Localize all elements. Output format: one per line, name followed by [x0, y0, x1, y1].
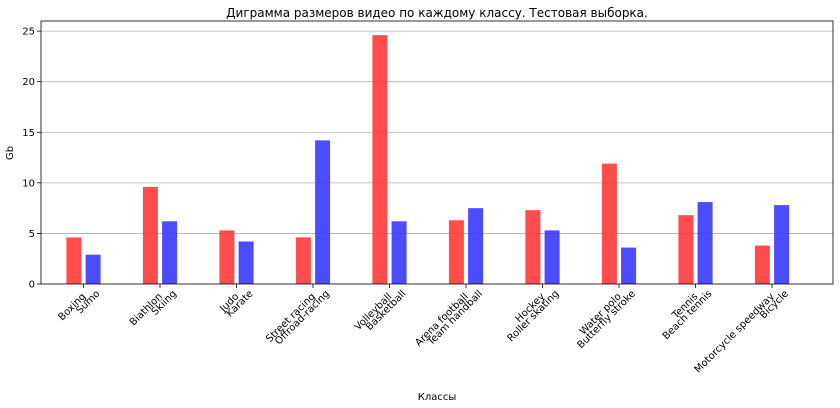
bar-series-2: [774, 205, 790, 284]
y-axis-label: Gb: [5, 146, 16, 160]
bar-series-1: [219, 230, 235, 284]
y-tick-label: 20: [22, 77, 35, 88]
bar-series-2: [621, 247, 637, 284]
bar-series-1: [142, 186, 158, 284]
x-axis-label: Классы: [418, 392, 457, 403]
y-ticks: 0 5 10 15 20 25: [22, 27, 41, 291]
bar-series-1: [372, 35, 388, 285]
bar-series-1: [295, 237, 311, 284]
bar-series-1: [525, 210, 541, 284]
y-tick-label: 5: [29, 229, 35, 240]
x-tick-label-line2: Butterfly stroke: [575, 288, 638, 351]
x-tick-label-line1: Arena football: [413, 291, 470, 348]
bar-series-2: [238, 241, 254, 284]
bar-series-2: [697, 202, 713, 284]
x-tick-label-line2: Offroad-racing: [273, 288, 332, 347]
bar-series-1: [601, 163, 617, 284]
bar-series-2: [85, 254, 101, 284]
bar-series-1: [754, 245, 770, 284]
bar-series-1: [448, 220, 464, 284]
y-tick-label: 0: [29, 280, 35, 291]
bar-series-2: [391, 221, 407, 284]
bar-series-2: [162, 221, 178, 284]
grid: [41, 30, 833, 234]
bar-series-2: [544, 230, 560, 284]
plot-frame: [40, 20, 834, 285]
y-tick-label: 15: [22, 128, 35, 139]
bars: [66, 35, 790, 285]
x-tick-label-line2: Team handball: [425, 288, 485, 348]
bar-series-2: [468, 208, 484, 284]
y-tick-label: 25: [22, 27, 35, 38]
y-tick-label: 10: [22, 178, 35, 189]
chart-title: Диграмма размеров видео по каждому класс…: [226, 6, 648, 20]
bar-series-1: [66, 237, 82, 284]
bar-series-1: [678, 215, 694, 284]
bar-series-2: [315, 140, 331, 284]
